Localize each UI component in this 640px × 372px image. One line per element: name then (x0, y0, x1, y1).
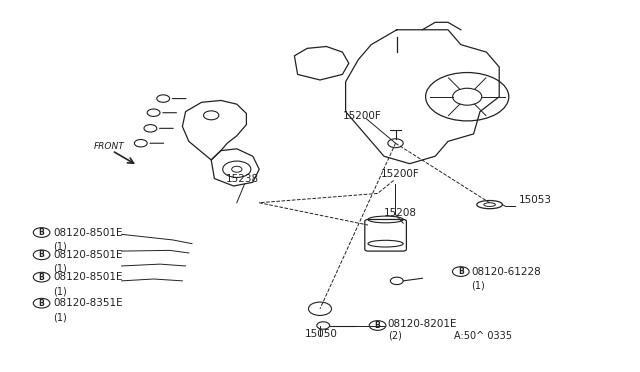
Text: B: B (39, 299, 44, 308)
Text: (1): (1) (53, 312, 67, 322)
Text: 08120-61228: 08120-61228 (471, 267, 541, 276)
Text: B: B (39, 273, 44, 282)
Text: (2): (2) (388, 331, 402, 340)
Text: A:50^ 0335: A:50^ 0335 (454, 331, 513, 341)
Text: (1): (1) (53, 286, 67, 296)
Text: (1): (1) (471, 281, 484, 291)
Text: 15050: 15050 (305, 328, 338, 339)
Text: 08120-8501E: 08120-8501E (53, 272, 123, 282)
Text: B: B (39, 228, 44, 237)
Text: 15053: 15053 (518, 195, 552, 205)
Text: B: B (458, 267, 463, 276)
Text: 15200F: 15200F (342, 111, 381, 121)
Text: 08120-8501E: 08120-8501E (53, 250, 123, 260)
Text: FRONT: FRONT (94, 142, 125, 151)
Text: (1): (1) (53, 242, 67, 251)
Text: 08120-8351E: 08120-8351E (53, 298, 123, 308)
Text: 08120-8501E: 08120-8501E (53, 228, 123, 237)
Text: 15238: 15238 (225, 174, 259, 184)
Text: (1): (1) (53, 264, 67, 274)
Text: 08120-8201E: 08120-8201E (388, 320, 458, 329)
Text: B: B (39, 250, 44, 259)
Text: 15208: 15208 (384, 208, 417, 218)
Text: 15200F: 15200F (381, 169, 420, 179)
Text: B: B (375, 321, 380, 330)
